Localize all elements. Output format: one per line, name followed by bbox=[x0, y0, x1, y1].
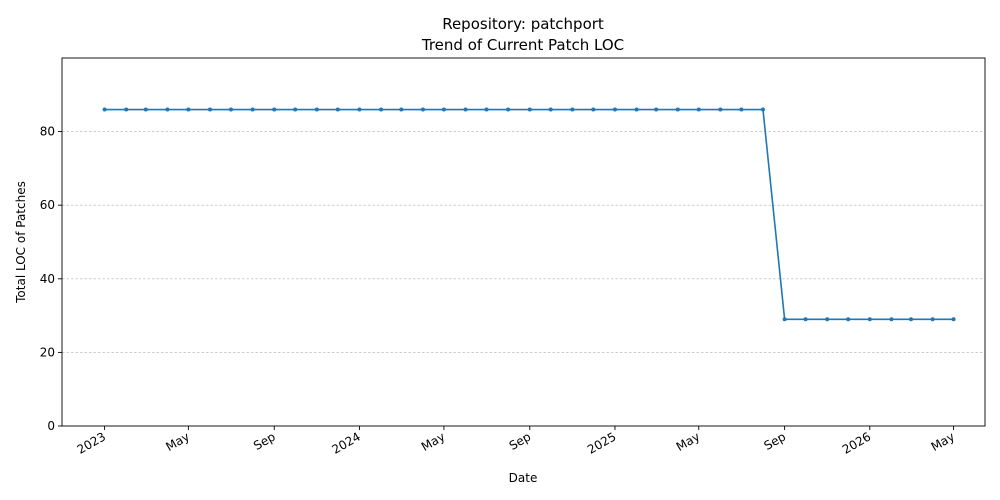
data-point bbox=[506, 107, 511, 112]
data-point bbox=[314, 107, 319, 112]
data-point bbox=[484, 107, 489, 112]
data-point bbox=[293, 107, 298, 112]
data-point bbox=[165, 107, 170, 112]
data-point bbox=[379, 107, 384, 112]
x-axis: 2023 May Sep 2024 May Sep 2025 May Sep 2026 May bbox=[75, 426, 957, 457]
x-tick-label: 2023 bbox=[75, 429, 108, 456]
x-axis-label: Date bbox=[509, 471, 538, 485]
plot-frame bbox=[61, 57, 986, 427]
data-point bbox=[250, 107, 255, 112]
data-point bbox=[760, 107, 765, 112]
x-tick-label: Sep bbox=[251, 429, 278, 452]
data-point bbox=[335, 107, 340, 112]
data-point bbox=[186, 107, 191, 112]
y-tick-label: 60 bbox=[40, 198, 55, 212]
data-point bbox=[930, 317, 935, 322]
x-tick-label: 2025 bbox=[585, 429, 618, 456]
data-point bbox=[420, 107, 425, 112]
data-point bbox=[228, 107, 233, 112]
chart-title: Repository: patchport bbox=[442, 15, 604, 33]
data-point bbox=[634, 107, 639, 112]
data-point bbox=[654, 107, 659, 112]
data-point bbox=[867, 317, 872, 322]
data-point bbox=[272, 107, 277, 112]
y-tick-label: 80 bbox=[40, 125, 55, 139]
y-axis-label: Total LOC of Patches bbox=[14, 181, 28, 304]
y-axis: 0 20 40 60 80 bbox=[40, 125, 62, 433]
data-point bbox=[357, 107, 362, 112]
data-point bbox=[889, 317, 894, 322]
data-point bbox=[696, 107, 701, 112]
x-tick-label: May bbox=[419, 429, 447, 454]
data-point bbox=[124, 107, 129, 112]
x-tick-label: May bbox=[674, 429, 702, 454]
data-point bbox=[951, 317, 956, 322]
x-tick-label: May bbox=[163, 429, 191, 454]
x-tick-label: May bbox=[929, 429, 957, 454]
data-point bbox=[908, 317, 913, 322]
y-tick-label: 40 bbox=[40, 272, 55, 286]
data-point bbox=[612, 107, 617, 112]
series bbox=[102, 107, 956, 322]
data-point bbox=[208, 107, 213, 112]
x-tick-label: Sep bbox=[507, 429, 534, 452]
x-tick-label: 2026 bbox=[840, 429, 873, 456]
chart-subtitle: Trend of Current Patch LOC bbox=[421, 36, 624, 54]
series-line bbox=[104, 108, 954, 321]
x-tick-label: Sep bbox=[762, 429, 789, 452]
x-tick-label: 2024 bbox=[329, 429, 362, 456]
data-point bbox=[803, 317, 808, 322]
data-point bbox=[143, 107, 148, 112]
data-point bbox=[718, 107, 723, 112]
grid bbox=[62, 131, 985, 353]
data-point bbox=[399, 107, 404, 112]
data-point bbox=[548, 107, 553, 112]
y-tick-label: 20 bbox=[40, 345, 55, 359]
data-point bbox=[846, 317, 851, 322]
data-point bbox=[739, 107, 744, 112]
data-point bbox=[527, 107, 532, 112]
y-tick-label: 0 bbox=[47, 419, 55, 433]
data-point bbox=[675, 107, 680, 112]
data-point bbox=[102, 107, 107, 112]
data-point bbox=[782, 317, 787, 322]
data-point bbox=[441, 107, 446, 112]
data-point bbox=[463, 107, 468, 112]
data-point bbox=[825, 317, 830, 322]
data-point bbox=[591, 107, 596, 112]
data-point bbox=[570, 107, 575, 112]
